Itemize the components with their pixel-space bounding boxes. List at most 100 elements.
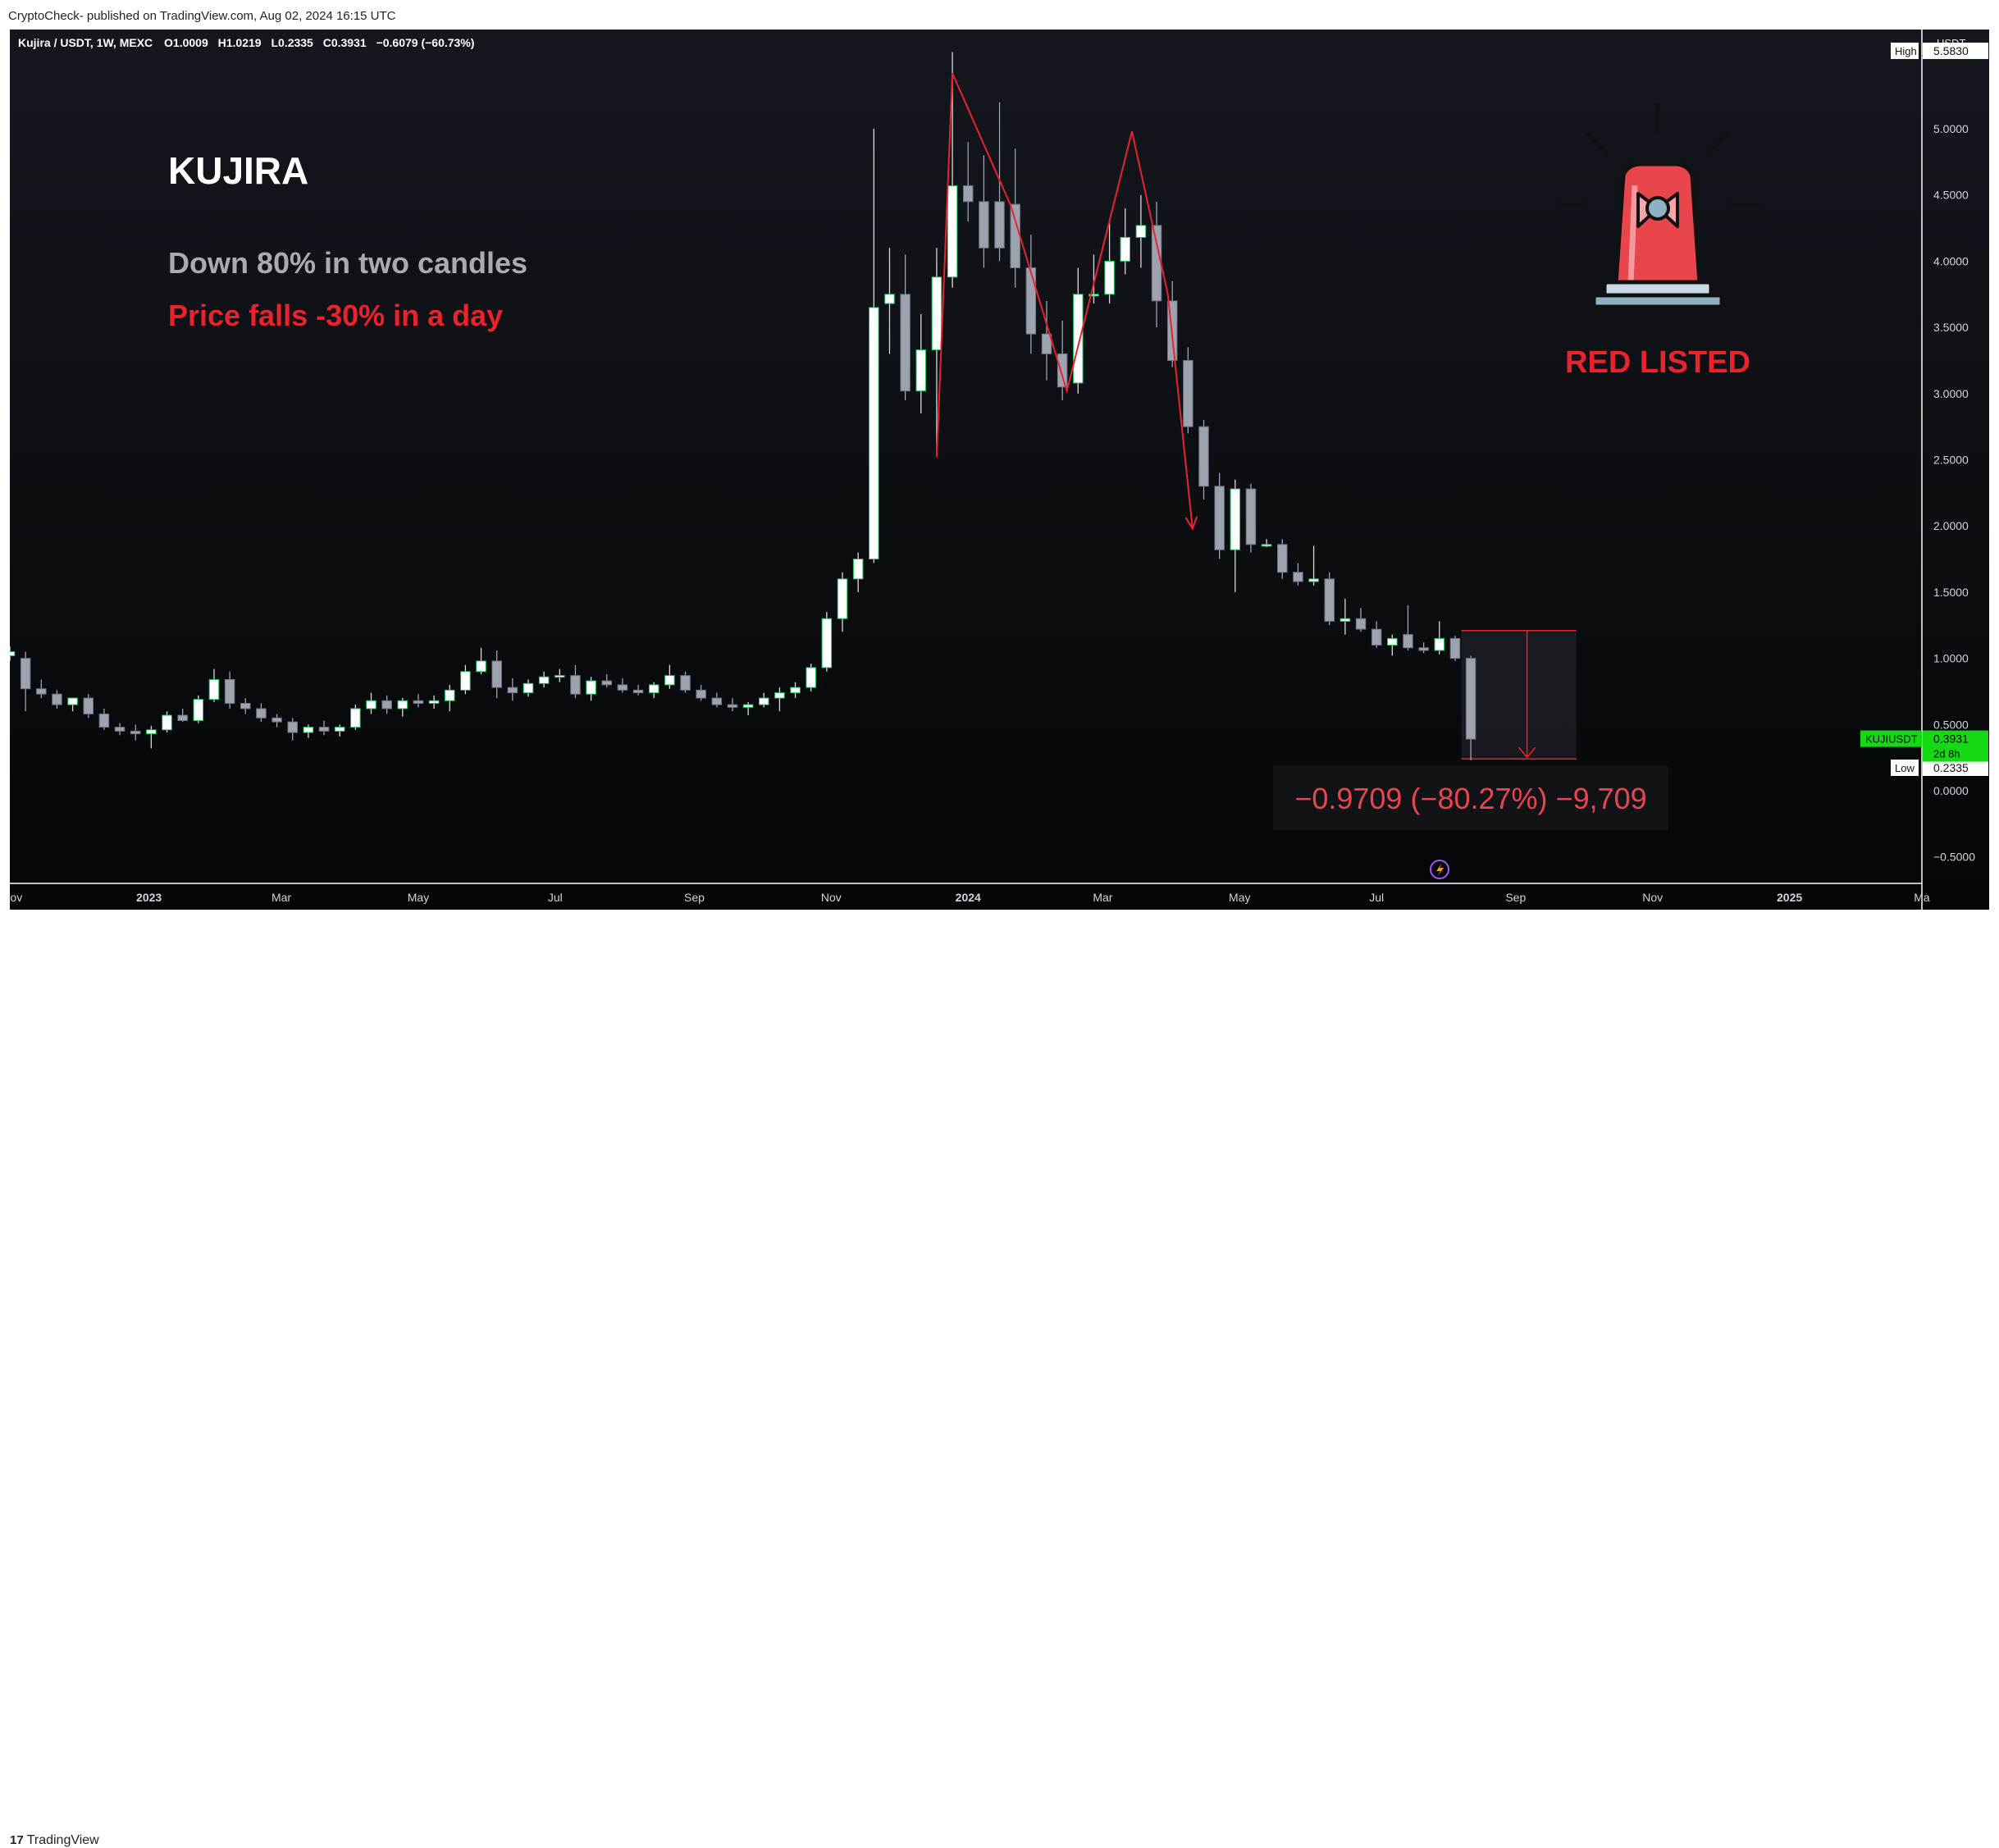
candle-body (272, 717, 282, 723)
candle-body (224, 678, 235, 705)
candle (20, 651, 31, 712)
candle-body (586, 680, 596, 695)
candle-body (193, 699, 204, 721)
x-tick-label: Mar (1093, 891, 1112, 904)
candle (806, 664, 816, 691)
legend-open: O1.0009 (164, 36, 208, 49)
trend-drawings[interactable] (935, 72, 1198, 531)
candle-body (994, 201, 1005, 249)
candle-body (774, 692, 785, 699)
x-tick-label: Nov (821, 891, 842, 904)
candle-body (648, 684, 659, 694)
candle (664, 664, 675, 689)
candle-body (350, 708, 361, 728)
candle (1434, 621, 1445, 655)
symbol-name: Kujira / USDT, 1W, MEXC (18, 36, 153, 49)
measure-tool[interactable]: −0.9709 (−80.27%) −9,709 (1273, 629, 1668, 830)
candle (931, 248, 942, 454)
candle-body (146, 729, 157, 735)
candle-body (837, 578, 848, 619)
tradingview-brand: TradingView (26, 1833, 99, 1847)
x-tick-label: 2024 (956, 891, 981, 904)
candle (177, 708, 188, 723)
y-tick-label: −0.5000 (1933, 851, 1975, 864)
candles (10, 52, 1476, 760)
tradingview-logo[interactable]: 17 TradingView (10, 1833, 99, 1848)
x-tick-label: Nov (1642, 891, 1663, 904)
countdown: 2d 8h (1933, 748, 1960, 760)
candle-body (1041, 333, 1052, 354)
candle (460, 664, 471, 695)
zigzag-trendline[interactable] (935, 72, 1193, 529)
candle (256, 703, 267, 723)
candle (146, 725, 157, 749)
candlestick-chart[interactable]: −0.9709 (−80.27%) −9,709 USDT5.00004.500… (10, 30, 1989, 910)
candle (444, 684, 455, 712)
time-axis[interactable]: Nov 2023 Mar May Jul Sep Nov 2024 Mar May Jul Sep No… (10, 891, 1930, 904)
candle (711, 692, 723, 708)
measure-label-bg (1273, 766, 1668, 830)
candle (1371, 621, 1382, 648)
candle (1057, 321, 1068, 400)
candle (523, 679, 534, 697)
candle (1183, 347, 1193, 434)
candle-body (507, 687, 518, 694)
candle-body (680, 675, 691, 691)
lightning-icon[interactable] (1430, 860, 1449, 879)
candle-body (617, 684, 628, 691)
symbol-legend: Kujira / USDT, 1W, MEXC O1.0009 H1.0219 … (18, 36, 474, 49)
candle-body (1214, 486, 1225, 550)
legend-high: H1.0219 (218, 36, 262, 49)
candle (884, 248, 895, 354)
candle-body (460, 671, 471, 691)
candle (759, 692, 769, 708)
candle-body (83, 697, 94, 714)
x-tick-label: May (408, 891, 429, 904)
candle (632, 684, 644, 696)
price-axis[interactable]: USDT5.00004.50004.00003.50003.00002.5000… (1860, 37, 1989, 864)
candle (1245, 483, 1257, 553)
candle-body (790, 687, 801, 694)
last-price: 0.3931 (1933, 732, 1969, 746)
candle-body (962, 185, 974, 203)
candle (67, 697, 78, 712)
candle (555, 668, 565, 682)
candle-body (570, 675, 581, 695)
measure-arrow-head (1518, 746, 1536, 759)
zigzag-arrow-head (1184, 516, 1198, 531)
candle (428, 695, 440, 709)
candle-body (303, 727, 314, 733)
candle-body (52, 693, 62, 705)
legend-low: L0.2335 (271, 36, 313, 49)
legend-change: −0.6079 (−60.73%) (377, 36, 475, 49)
candle (538, 671, 550, 688)
candle-body (1403, 634, 1413, 649)
candle (334, 724, 345, 737)
candle-body (10, 651, 16, 656)
legend-close: C0.3931 (323, 36, 367, 49)
candle (208, 668, 220, 702)
candle-body (1293, 572, 1303, 582)
candle (900, 254, 911, 400)
candle-body (20, 658, 31, 690)
candle (1387, 634, 1398, 656)
candle-body (979, 201, 989, 249)
chart-frame[interactable]: −0.9709 (−80.27%) −9,709 USDT5.00004.500… (10, 30, 1989, 910)
candle (491, 650, 502, 699)
candle (1230, 479, 1241, 592)
x-tick-label: Mar (272, 891, 291, 904)
candle-body (476, 660, 486, 673)
candle (680, 671, 691, 693)
candle (1073, 267, 1084, 394)
candle-body (869, 307, 879, 560)
candle (1465, 655, 1476, 760)
candle-body (900, 294, 911, 392)
candle-body (444, 689, 455, 701)
candle-body (240, 703, 251, 710)
high-label-bg (1891, 42, 1919, 59)
y-tick-label: 3.0000 (1933, 387, 1969, 400)
candle-body (1465, 658, 1476, 740)
candle-body (915, 349, 927, 392)
candle (366, 692, 377, 714)
candle (240, 698, 251, 714)
